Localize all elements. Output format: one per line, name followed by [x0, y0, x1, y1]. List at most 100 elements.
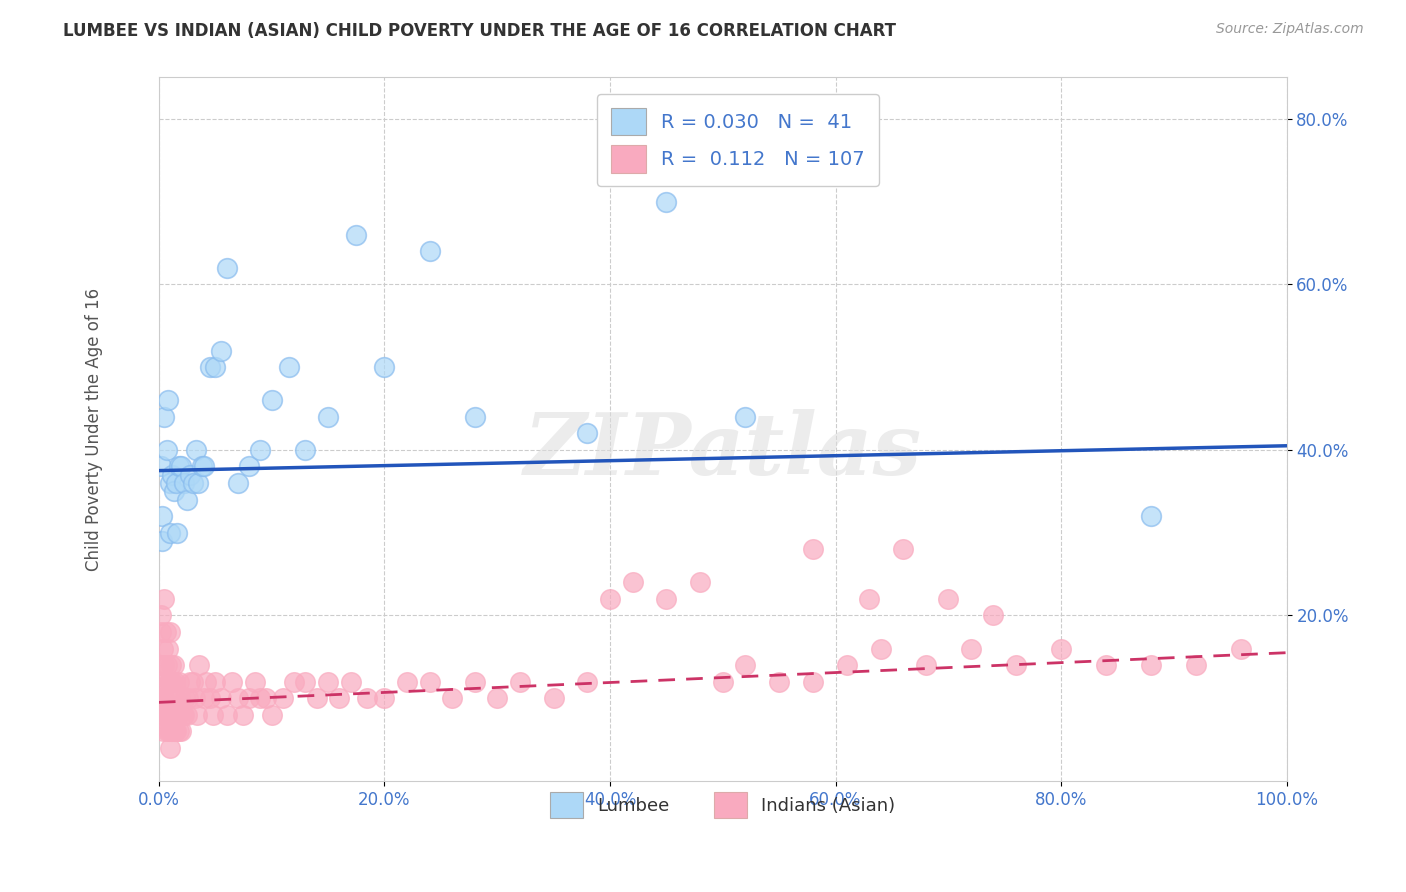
Point — [1005, 658, 1028, 673]
Point — [162, 724, 184, 739]
Point — [344, 227, 367, 242]
Point — [891, 542, 914, 557]
Point — [418, 244, 440, 259]
Point — [169, 691, 191, 706]
Point — [768, 674, 790, 689]
Point — [254, 691, 277, 706]
Point — [177, 691, 200, 706]
Point — [190, 459, 212, 474]
Point — [159, 525, 181, 540]
Point — [186, 707, 208, 722]
Point — [150, 674, 173, 689]
Point — [166, 525, 188, 540]
Point — [209, 691, 232, 706]
Point — [159, 674, 181, 689]
Point — [238, 459, 260, 474]
Point — [936, 591, 959, 606]
Point — [162, 724, 184, 739]
Point — [150, 459, 173, 474]
Point — [373, 691, 395, 706]
Point — [156, 442, 179, 457]
Point — [509, 674, 531, 689]
Point — [305, 691, 328, 706]
Point — [162, 674, 184, 689]
Point — [1140, 509, 1163, 524]
Point — [150, 533, 173, 548]
Point — [204, 360, 226, 375]
Point — [152, 641, 174, 656]
Point — [441, 691, 464, 706]
Point — [543, 691, 565, 706]
Point — [655, 194, 678, 209]
Point — [159, 625, 181, 640]
Point — [184, 442, 207, 457]
Point — [232, 707, 254, 722]
Point — [167, 707, 190, 722]
Point — [1095, 658, 1118, 673]
Text: ZIPatlas: ZIPatlas — [523, 409, 922, 492]
Point — [176, 492, 198, 507]
Point — [150, 658, 173, 673]
Point — [294, 442, 316, 457]
Y-axis label: Child Poverty Under the Age of 16: Child Poverty Under the Age of 16 — [86, 287, 103, 571]
Point — [167, 459, 190, 474]
Point — [179, 467, 201, 482]
Point — [163, 724, 186, 739]
Point — [221, 674, 243, 689]
Point — [215, 707, 238, 722]
Point — [152, 691, 174, 706]
Point — [173, 476, 195, 491]
Point — [167, 674, 190, 689]
Point — [209, 343, 232, 358]
Text: Source: ZipAtlas.com: Source: ZipAtlas.com — [1216, 22, 1364, 37]
Point — [835, 658, 858, 673]
Point — [160, 724, 183, 739]
Point — [167, 724, 190, 739]
Point — [149, 691, 172, 706]
Point — [226, 691, 249, 706]
Point — [156, 707, 179, 722]
Point — [170, 724, 193, 739]
Point — [165, 724, 187, 739]
Point — [156, 724, 179, 739]
Point — [176, 707, 198, 722]
Point — [243, 674, 266, 689]
Point — [198, 360, 221, 375]
Point — [160, 658, 183, 673]
Point — [328, 691, 350, 706]
Point — [464, 674, 486, 689]
Point — [153, 591, 176, 606]
Point — [165, 476, 187, 491]
Point — [238, 691, 260, 706]
Point — [249, 691, 271, 706]
Point — [801, 674, 824, 689]
Point — [152, 724, 174, 739]
Point — [201, 707, 224, 722]
Point — [173, 691, 195, 706]
Point — [155, 674, 177, 689]
Point — [195, 674, 218, 689]
Point — [159, 476, 181, 491]
Point — [181, 476, 204, 491]
Point — [599, 591, 621, 606]
Point — [156, 691, 179, 706]
Point — [1050, 641, 1073, 656]
Point — [155, 707, 177, 722]
Point — [801, 542, 824, 557]
Point — [464, 409, 486, 424]
Point — [162, 484, 184, 499]
Point — [159, 707, 181, 722]
Point — [188, 658, 211, 673]
Point — [172, 707, 194, 722]
Point — [162, 467, 184, 482]
Point — [277, 360, 299, 375]
Point — [156, 393, 179, 408]
Point — [576, 674, 599, 689]
Point — [621, 575, 644, 590]
Point — [193, 691, 215, 706]
Point — [150, 625, 173, 640]
Point — [294, 674, 316, 689]
Point — [170, 459, 193, 474]
Point — [260, 707, 283, 722]
Legend: Lumbee, Indians (Asian): Lumbee, Indians (Asian) — [543, 785, 903, 825]
